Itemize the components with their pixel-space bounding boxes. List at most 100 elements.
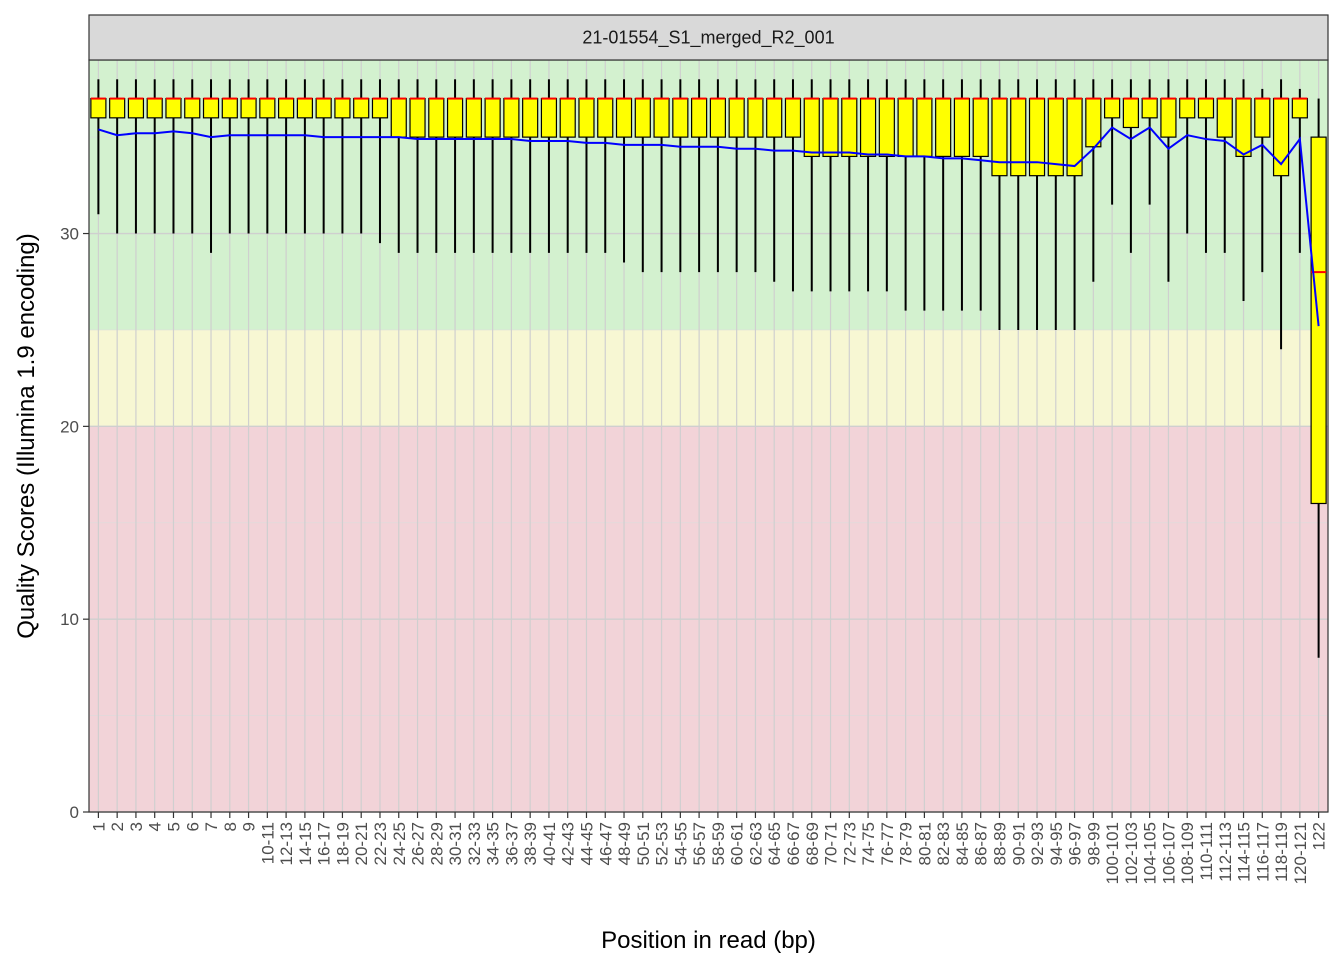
facet-title: 21-01554_S1_merged_R2_001 xyxy=(582,28,834,49)
x-tick-label: 56-57 xyxy=(690,822,709,865)
box xyxy=(296,97,313,119)
x-tick-label: 80-81 xyxy=(915,822,934,865)
x-tick-label: 12-13 xyxy=(277,822,296,865)
box xyxy=(747,97,764,138)
box xyxy=(259,97,276,119)
box xyxy=(1160,97,1177,138)
facet-strip xyxy=(88,14,1329,61)
x-tick-label: 92-93 xyxy=(1028,822,1047,865)
box xyxy=(766,97,783,138)
box xyxy=(615,97,633,138)
x-tick-label: 118-119 xyxy=(1272,822,1291,882)
box xyxy=(897,97,914,158)
x-tick-label: 26-27 xyxy=(409,822,428,865)
box xyxy=(916,97,933,158)
box xyxy=(202,97,220,119)
box xyxy=(841,97,858,158)
box xyxy=(127,97,145,119)
x-tick-label: 98-99 xyxy=(1084,822,1103,865)
x-tick-label: 76-77 xyxy=(878,822,897,865)
x-tick-label: 8 xyxy=(221,822,240,831)
x-tick-label: 42-43 xyxy=(559,822,578,865)
x-tick-label: 18-19 xyxy=(333,822,352,865)
x-tick-label: 106-107 xyxy=(1159,822,1178,884)
box xyxy=(1141,97,1158,119)
box xyxy=(334,97,351,119)
box xyxy=(991,97,1008,177)
box xyxy=(278,97,295,119)
x-tick-label: 82-83 xyxy=(934,822,953,865)
x-tick-label: 36-37 xyxy=(502,822,521,865)
x-tick-label: 9 xyxy=(240,822,259,831)
x-tick-label: 34-35 xyxy=(484,822,503,865)
x-tick-label: 7 xyxy=(202,822,221,831)
box xyxy=(878,97,895,158)
x-tick-label: 108-109 xyxy=(1178,822,1197,884)
x-tick-label: 64-65 xyxy=(765,822,784,865)
box xyxy=(1028,97,1046,177)
x-tick-label: 120-121 xyxy=(1291,822,1310,884)
box xyxy=(672,97,689,138)
box xyxy=(503,97,520,138)
x-tick-label: 88-89 xyxy=(990,822,1009,865)
x-tick-label: 16-17 xyxy=(315,822,334,865)
x-tick-label: 28-29 xyxy=(427,822,446,865)
box xyxy=(1066,97,1083,177)
x-tick-label: 112-113 xyxy=(1216,822,1235,882)
box xyxy=(221,97,238,119)
y-tick-label: 10 xyxy=(60,610,79,629)
x-tick-label: 74-75 xyxy=(859,822,878,865)
x-tick-label: 86-87 xyxy=(972,822,991,865)
x-axis-title: Position in read (bp) xyxy=(601,927,816,954)
quality-zones xyxy=(89,60,1328,812)
box xyxy=(935,97,952,158)
x-tick-label: 30-31 xyxy=(446,822,465,865)
box xyxy=(1104,97,1121,119)
box xyxy=(972,97,989,158)
x-tick-label: 32-33 xyxy=(465,822,484,865)
x-tick-label: 62-63 xyxy=(746,822,765,865)
box xyxy=(1010,97,1027,177)
box xyxy=(709,97,726,138)
box xyxy=(1235,97,1252,158)
box xyxy=(240,97,257,119)
box xyxy=(353,97,370,119)
box xyxy=(1179,97,1196,119)
x-tick-label: 58-59 xyxy=(709,822,728,865)
box xyxy=(484,97,501,138)
box xyxy=(1254,97,1271,138)
x-tick-label: 90-91 xyxy=(1009,822,1028,865)
y-tick-label: 0 xyxy=(70,803,79,822)
box xyxy=(1085,97,1102,148)
x-tick-label: 40-41 xyxy=(540,822,559,865)
box xyxy=(559,97,576,138)
box xyxy=(597,97,614,138)
box xyxy=(165,97,182,119)
box xyxy=(803,97,820,158)
box xyxy=(1216,97,1233,138)
x-tick-label: 96-97 xyxy=(1066,822,1085,865)
x-tick-label: 50-51 xyxy=(634,822,653,865)
box xyxy=(859,97,877,158)
y-tick-label: 20 xyxy=(60,417,79,436)
x-tick-label: 38-39 xyxy=(521,822,540,865)
x-tick-label: 110-111 xyxy=(1197,822,1216,881)
box xyxy=(1122,97,1139,129)
box xyxy=(653,97,670,138)
x-tick-label: 94-95 xyxy=(1047,822,1066,865)
x-tick-label: 20-21 xyxy=(352,822,371,865)
x-tick-label: 24-25 xyxy=(390,822,409,865)
y-axis: 0 10 20 30 xyxy=(60,225,89,822)
quality-zone-2 xyxy=(89,60,1328,330)
x-tick-label: 3 xyxy=(127,822,146,831)
x-tick-label: 70-71 xyxy=(822,822,841,865)
x-tick-label: 6 xyxy=(183,822,202,831)
x-tick-label: 22-23 xyxy=(371,822,390,865)
x-tick-label: 54-55 xyxy=(671,822,690,865)
y-axis-title: Quality Scores (Illumina 1.9 encoding) xyxy=(13,233,40,639)
x-tick-label: 122 xyxy=(1310,822,1329,850)
x-tick-label: 1 xyxy=(89,822,108,831)
x-tick-label: 10-11 xyxy=(258,822,277,864)
x-tick-label: 4 xyxy=(146,822,165,831)
